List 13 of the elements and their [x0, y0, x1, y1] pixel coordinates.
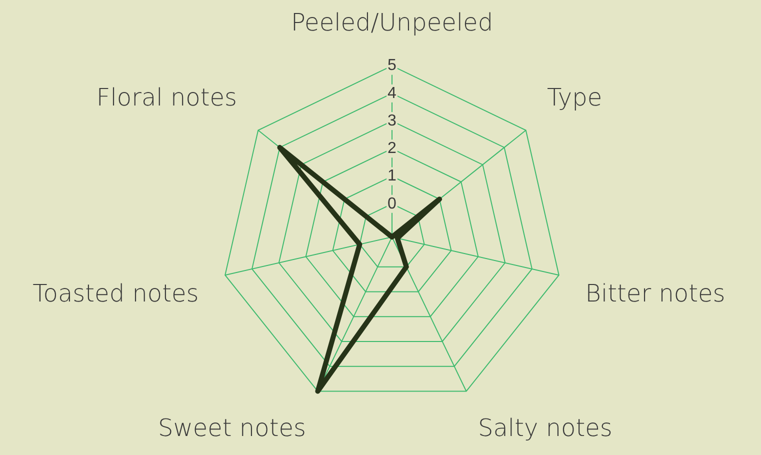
- spoke-label: Peeled/Unpeeled: [290, 8, 494, 37]
- spoke-label: Salty notes: [478, 414, 612, 442]
- spoke-label: Toasted notes: [32, 280, 199, 308]
- spoke-label: Bitter notes: [585, 280, 726, 308]
- y-tick-label: 2: [388, 140, 397, 158]
- y-tick-label: 5: [388, 57, 397, 74]
- spoke-label: Floral notes: [96, 83, 238, 112]
- y-tick-label: 4: [388, 84, 397, 102]
- spoke-label: Type: [546, 83, 602, 112]
- spoke-label: Sweet notes: [158, 414, 306, 442]
- y-tick-label: 0: [388, 195, 397, 212]
- y-tick-label: 1: [388, 168, 397, 185]
- y-tick-label: 3: [388, 112, 397, 130]
